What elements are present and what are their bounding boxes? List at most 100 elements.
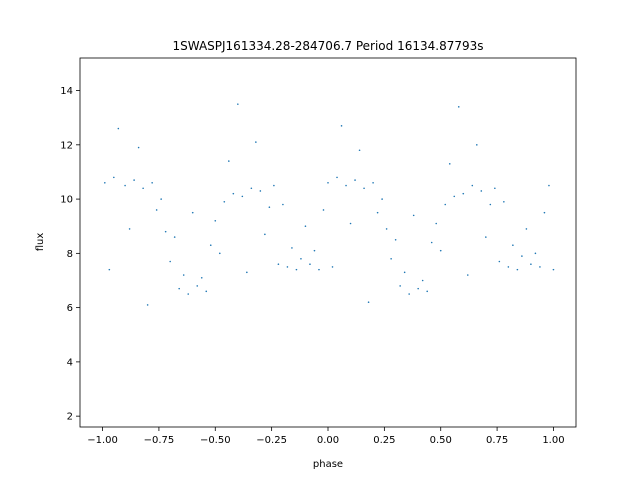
data-point [295, 268, 298, 271]
data-point [218, 252, 221, 255]
data-point [173, 236, 176, 238]
data-point [104, 182, 106, 184]
data-point [282, 203, 284, 206]
data-point [205, 290, 208, 293]
data-point [512, 244, 514, 247]
data-point [214, 219, 217, 222]
data-point [385, 228, 388, 230]
data-point [372, 182, 374, 184]
data-point [200, 276, 203, 279]
data-point [476, 144, 478, 146]
data-point [399, 285, 401, 287]
data-point [322, 209, 325, 211]
data-point [394, 238, 397, 241]
y-axis-ticks: 2 4 6 8 10 12 14 [60, 86, 80, 423]
y-tick-label: 12 [60, 140, 73, 151]
data-point [381, 198, 383, 200]
data-point [187, 293, 190, 295]
data-point [331, 266, 334, 268]
data-point [552, 268, 555, 271]
chart-title: 1SWASPJ161334.28-284706.7 Period 16134.8… [172, 39, 483, 53]
data-point [223, 201, 226, 203]
data-point [327, 182, 329, 184]
data-point [309, 263, 311, 266]
data-point [259, 190, 262, 192]
data-point [417, 287, 419, 290]
data-point [516, 268, 519, 271]
data-points [104, 103, 555, 306]
data-point [345, 184, 347, 187]
data-point [503, 201, 505, 203]
data-point [367, 301, 370, 303]
data-point [390, 257, 392, 260]
data-point [255, 141, 257, 143]
y-tick-label: 6 [67, 303, 73, 314]
data-point [340, 125, 343, 127]
y-tick-label: 2 [67, 412, 73, 423]
data-point [155, 209, 158, 211]
data-point [539, 266, 541, 268]
data-point [471, 184, 474, 187]
data-point [408, 293, 410, 295]
data-point [403, 271, 406, 274]
data-point [191, 211, 194, 214]
data-point [489, 203, 492, 206]
x-tick-label: −1.00 [87, 435, 118, 446]
x-tick-label: −0.75 [144, 435, 175, 446]
data-point [548, 184, 550, 187]
data-point [543, 211, 546, 214]
data-point [124, 184, 126, 187]
data-point [457, 106, 460, 108]
data-point [363, 187, 365, 190]
x-axis-ticks: −1.00 −0.75 −0.50 −0.25 0.00 0.25 0.50 0.75 1.00 [87, 427, 565, 446]
data-point [228, 160, 230, 162]
data-point [291, 247, 293, 249]
data-point [137, 146, 140, 149]
x-tick-label: −0.25 [256, 435, 287, 446]
data-point [358, 149, 361, 152]
data-point [241, 195, 244, 198]
data-point [507, 266, 510, 268]
data-point [421, 279, 424, 282]
data-point [435, 222, 438, 225]
x-tick-label: −0.50 [200, 435, 231, 446]
data-point [133, 179, 135, 181]
data-point [304, 225, 307, 228]
x-tick-label: 0.25 [373, 435, 395, 446]
data-point [146, 304, 149, 306]
data-point [525, 228, 528, 230]
data-point [286, 266, 289, 268]
data-point [530, 263, 532, 266]
data-point [277, 263, 280, 266]
data-point [521, 255, 523, 257]
y-tick-label: 8 [67, 249, 73, 260]
data-point [336, 176, 338, 179]
data-point [300, 257, 302, 260]
data-point [196, 285, 199, 287]
data-point [439, 249, 442, 252]
data-point [164, 230, 167, 233]
data-point [494, 187, 496, 190]
data-point [349, 222, 352, 225]
data-point [160, 198, 162, 200]
x-tick-label: 0.50 [430, 435, 452, 446]
y-axis-label: flux [35, 233, 46, 252]
data-point [430, 241, 433, 244]
data-point [151, 182, 153, 184]
data-point [534, 252, 537, 255]
y-tick-label: 14 [60, 86, 73, 97]
x-tick-label: 1.00 [542, 435, 564, 446]
data-point [462, 192, 465, 195]
data-point [354, 179, 356, 181]
data-point [444, 203, 447, 206]
data-point [250, 187, 253, 190]
data-point [232, 192, 235, 195]
data-point [264, 233, 266, 236]
data-point [485, 236, 487, 238]
data-point [448, 163, 451, 165]
data-point [142, 187, 144, 190]
x-tick-label: 0.75 [486, 435, 508, 446]
data-point [117, 127, 120, 130]
